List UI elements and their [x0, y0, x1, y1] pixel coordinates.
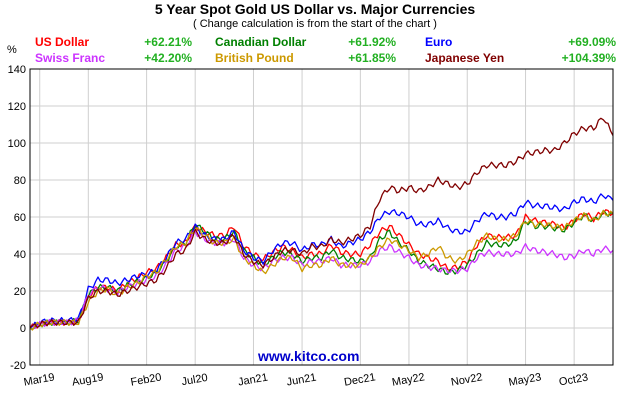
y-unit-label: % [7, 44, 17, 56]
legend-label-euro: Euro [425, 35, 453, 49]
legend-pct-swiss-franc: +42.20% [144, 51, 192, 65]
x-tick-label: Mar19 [23, 371, 56, 388]
y-tick-label: 120 [8, 101, 26, 113]
series-line-canadian-dollar [29, 209, 614, 330]
x-tick-label: Oct23 [558, 372, 589, 389]
x-tick-label: Nov22 [450, 371, 483, 388]
legend-pct-euro: +69.09% [568, 35, 616, 49]
series-line-british-pound [29, 209, 614, 331]
y-tick-label: 20 [14, 286, 26, 298]
x-tick-label: Dec21 [343, 371, 376, 388]
x-tick-label: Jul20 [181, 372, 209, 388]
x-tick-label: May22 [391, 371, 426, 389]
series-line-us-dollar [29, 209, 614, 329]
x-tick-label: Jan21 [237, 372, 269, 389]
y-tick-label: 100 [8, 138, 26, 150]
legend-label-canadian-dollar: Canadian Dollar [215, 35, 307, 49]
legend-pct-british-pound: +61.85% [348, 51, 396, 65]
y-tick-label: -20 [10, 360, 26, 372]
x-tick-label: Aug19 [71, 371, 104, 388]
x-tick-label: Feb20 [130, 371, 163, 388]
legend-label-swiss-franc: Swiss Franc [35, 51, 106, 65]
series-line-swiss-franc [29, 231, 614, 330]
y-tick-label: 60 [14, 212, 26, 224]
legend-label-us-dollar: US Dollar [35, 35, 90, 49]
legend-label-japanese-yen: Japanese Yen [425, 51, 505, 65]
y-tick-label: 140 [8, 64, 26, 76]
legend-pct-us-dollar: +62.21% [144, 35, 192, 49]
legend-label-british-pound: British Pound [215, 51, 294, 65]
legend-pct-japanese-yen: +104.39% [561, 51, 616, 65]
chart-title: 5 Year Spot Gold US Dollar vs. Major Cur… [154, 1, 476, 17]
y-tick-label: 0 [20, 323, 26, 335]
series-line-euro [29, 193, 614, 329]
chart-subtitle: ( Change calculation is from the start o… [193, 18, 437, 30]
plot-border [29, 68, 614, 366]
kitco-watermark: www.kitco.com [258, 348, 360, 364]
x-tick-label: May23 [508, 371, 543, 389]
series-line-japanese-yen [29, 117, 614, 329]
legend-pct-canadian-dollar: +61.92% [348, 35, 396, 49]
y-tick-label: 40 [14, 249, 26, 261]
x-tick-label: Jun21 [286, 372, 318, 389]
y-tick-label: 80 [14, 175, 26, 187]
